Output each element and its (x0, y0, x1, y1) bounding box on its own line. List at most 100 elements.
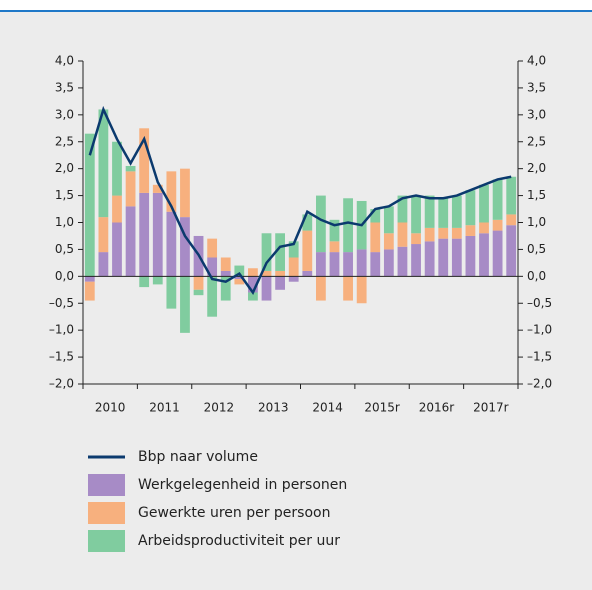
x-tick-label: 2016r (419, 401, 455, 415)
bar (220, 257, 231, 271)
bar (261, 233, 272, 271)
y-tick-label: 2,5 (55, 134, 74, 148)
bar (302, 214, 313, 231)
bar (465, 190, 476, 226)
bar (125, 206, 136, 277)
y2-tick-label: 4,0 (527, 54, 546, 68)
bar (248, 268, 258, 277)
legend-swatch (88, 530, 125, 552)
bar (506, 225, 517, 277)
x-tick-label: 2014 (312, 401, 343, 415)
bar (125, 165, 136, 172)
legend-label: Bbp naar volume (138, 449, 258, 465)
bar (220, 270, 231, 277)
bar (329, 219, 340, 242)
bar (370, 209, 381, 223)
bar (234, 265, 245, 277)
bar (315, 252, 326, 277)
bar (166, 171, 177, 212)
bar (451, 195, 462, 228)
bar (139, 192, 150, 277)
bar (288, 257, 299, 277)
bar (343, 198, 353, 253)
y2-tick-label: –2,0 (527, 377, 552, 391)
y-tick-label: –2,0 (49, 377, 74, 391)
bar (315, 195, 326, 253)
bar (98, 109, 109, 218)
y-tick-label: 3,0 (55, 107, 74, 121)
bar (424, 195, 435, 228)
x-tick-label: 2017r (473, 401, 509, 415)
bar (98, 252, 109, 277)
bar (248, 276, 258, 293)
bar (139, 276, 150, 288)
y2-tick-label: 1,0 (527, 215, 546, 229)
bar (438, 227, 449, 239)
x-tick-label: 2010 (95, 401, 126, 415)
legend-label: Werkgelegenheid in personen (138, 477, 347, 493)
legend-label: Arbeidsproductiviteit per uur (138, 533, 340, 549)
bar (112, 222, 122, 277)
bar (492, 230, 503, 277)
bar (356, 276, 367, 304)
legend-swatch (88, 474, 125, 496)
bar (180, 168, 190, 218)
y-tick-label: 0,5 (55, 242, 74, 256)
bar (207, 238, 218, 258)
legend-label: Gewerkte uren per persoon (138, 505, 330, 521)
bar (315, 276, 326, 301)
bar (166, 276, 177, 309)
y-tick-label: –1,5 (49, 350, 74, 364)
bar (288, 276, 299, 282)
y-tick-label: 0,0 (55, 269, 74, 283)
bar (479, 233, 489, 277)
y2-tick-label: 1,5 (527, 188, 546, 202)
bar (411, 244, 421, 277)
bar (234, 279, 245, 285)
bar (411, 233, 421, 245)
bar (84, 281, 95, 301)
y2-tick-label: 2,5 (527, 134, 546, 148)
y2-tick-label: –1,5 (527, 350, 552, 364)
x-tick-label: 2011 (149, 401, 180, 415)
y2-tick-label: 3,5 (527, 80, 546, 94)
bar (302, 230, 313, 271)
bar (112, 141, 122, 196)
bar (451, 238, 462, 277)
bar (98, 217, 109, 253)
bar (411, 195, 421, 234)
bar (275, 276, 286, 290)
bar (139, 128, 150, 193)
line (88, 105, 512, 295)
bar (492, 219, 503, 231)
y-tick-label: –1,0 (49, 323, 74, 337)
bar (125, 171, 136, 207)
bar (397, 246, 408, 277)
bar (112, 195, 122, 223)
bar (424, 241, 435, 277)
bar (207, 276, 218, 317)
legend-swatch (88, 502, 125, 524)
bar (479, 184, 489, 223)
bar (383, 206, 394, 234)
y2-tick-label: 0,5 (527, 242, 546, 256)
bar (370, 252, 381, 277)
bar (465, 235, 476, 277)
bar (261, 276, 272, 301)
bar (193, 276, 204, 290)
y-tick-label: 3,5 (55, 80, 74, 94)
bar (275, 270, 286, 277)
bar (506, 176, 517, 215)
bar (506, 214, 517, 226)
y2-tick-label: 2,0 (527, 161, 546, 175)
y2-tick-label: –1,0 (527, 323, 552, 337)
bar (329, 241, 340, 253)
y-tick-label: 2,0 (55, 161, 74, 175)
bar (234, 276, 245, 280)
y2-tick-label: 0,0 (527, 269, 546, 283)
bar (152, 276, 163, 285)
bar (152, 184, 163, 193)
y-tick-label: 1,5 (55, 188, 74, 202)
y-tick-label: –0,5 (49, 296, 74, 310)
